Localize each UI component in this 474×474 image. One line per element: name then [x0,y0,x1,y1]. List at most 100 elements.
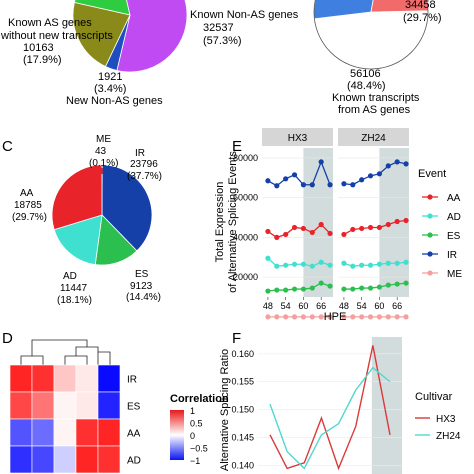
series-AD-point-0-3 [291,261,298,267]
pie-c-ir-name: IR [135,148,145,159]
series-IR-point-1-1 [350,182,356,188]
panel-label-e: E [232,138,242,155]
series-IR-point-0-5 [309,182,315,188]
heat-legend-title: Correlation [170,393,229,405]
series-AA-point-0-0 [265,228,271,235]
series-ME-point-1-5 [385,314,391,320]
facet-label-0: HX3 [288,133,308,144]
pie-b-label-known-2: from AS genes [338,104,411,116]
pie-b-pct-blue: (29.7%) [403,12,442,24]
y-tick-label-2: 60000 [233,193,258,203]
pie-a-slice-1 [116,0,188,73]
pie-c-aa-value: 18785 [14,200,42,211]
series-ME-point-1-0 [341,314,347,320]
series-AD-point-1-0 [341,260,347,266]
heat-cell-0-4 [97,364,121,393]
pie-b-value-known: 56106 [350,68,381,80]
y-axis-label-2: of Alternative Splicing Events [227,151,239,293]
series-ME-point-0-4 [300,314,307,320]
series-IR-point-0-2 [283,176,289,182]
heat-row-label-AD: AD [127,456,141,467]
f-shade [371,337,402,474]
series-IR-point-0-1 [274,183,280,189]
x-tick-label-1-1: 54 [357,301,367,311]
pie-b-value-blue: 34458 [405,0,436,11]
series-ME-point-0-0 [265,314,271,320]
f-y-tick-label-1: 0.155 [231,377,254,387]
pie-a-label-new: New Non-AS genes [66,95,163,107]
series-AD-point-0-5 [309,263,315,269]
series-IR-point-1-2 [359,177,365,183]
pie-c-ad-name: AD [63,271,77,282]
series-IR-point-1-4 [376,171,383,177]
pie-a-pct-new: (3.4%) [94,83,126,95]
dendrogram-branch-4 [98,351,111,365]
series-IR-point-0-4 [300,182,307,188]
legend-label-AA: AA [447,193,461,204]
series-AD-point-0-2 [283,262,289,268]
f-legend-title: Cultivar [415,391,453,403]
series-ME-point-0-5 [309,314,315,320]
series-IR-point-0-3 [291,172,298,178]
x-tick-label-1-0: 48 [339,301,349,311]
heat-cell-2-2 [53,418,77,447]
legend-label-ME: ME [447,269,462,280]
series-ES-point-0-6 [318,280,324,286]
heat-cell-3-3 [75,445,99,474]
panel-label-c: C [2,138,13,155]
pie-a-slice-3 [72,2,131,67]
series-ES-point-1-2 [359,285,365,291]
series-AD-point-0-1 [274,263,280,269]
pie-b-pct-known: (48.4%) [347,80,386,92]
pie-b-label-known-1: Known transcripts [332,92,420,104]
pie-c-es-pct: (14.4%) [126,292,161,303]
series-IR-point-1-3 [367,173,374,179]
heat-cell-1-0 [9,391,33,420]
heat-cell-2-3 [75,418,99,447]
x-axis-label: HPE [324,311,347,323]
heat-legend-tick-0: 1 [190,406,195,416]
pie-a-value-nonas: 32537 [203,22,234,34]
series-AD-point-0-7 [327,262,333,268]
legend-point-AD [427,213,433,219]
series-IR-point-1-6 [394,159,400,165]
series-AA-point-1-6 [394,218,400,225]
series-ES-point-1-6 [394,281,400,287]
series-AD-point-0-4 [300,261,307,267]
series-AA-point-0-6 [318,221,324,228]
series-AA-point-1-2 [359,225,365,232]
series-ES-point-0-0 [265,288,271,294]
pie-a-pct-nonas: (57.3%) [203,35,242,47]
series-AD-point-1-1 [350,263,356,269]
f-y-axis-label: Alternative Splicing Ratio [219,349,231,471]
series-ME-point-0-1 [274,314,280,320]
pie-c-ad-pct: (18.1%) [57,295,92,306]
heat-cell-0-2 [53,364,77,393]
series-ES-point-0-2 [283,287,289,293]
heat-cell-2-4 [97,418,121,447]
series-ES-point-1-3 [367,285,374,291]
dendrogram-root [31,339,88,356]
series-ME-point-0-6 [318,314,324,320]
series-AD-point-1-7 [403,259,409,265]
pie-a-slice-0 [73,0,131,16]
f-y-tick-label-3: 0.145 [231,433,254,443]
pie-chart-c [51,164,153,266]
pie-a-label-nonas: Known Non-AS genes [190,9,299,21]
pie-c-ir-value: 23796 [130,159,158,170]
pie-c-slice-4 [51,164,103,231]
facet-strip-0 [262,128,333,146]
series-ES-point-1-0 [341,286,347,292]
y-tick-label-3: 80000 [233,153,258,163]
series-AD-point-1-3 [367,262,374,268]
f-series-ZH24 [269,366,391,470]
dendrogram-branch-1 [20,355,44,365]
panel-label-d: D [2,330,13,347]
heat-legend-tick-4: −1 [190,456,200,466]
heat-legend-tick-1: 0.5 [190,419,203,429]
heat-cell-0-1 [31,364,55,393]
series-AA-point-0-4 [300,225,307,232]
